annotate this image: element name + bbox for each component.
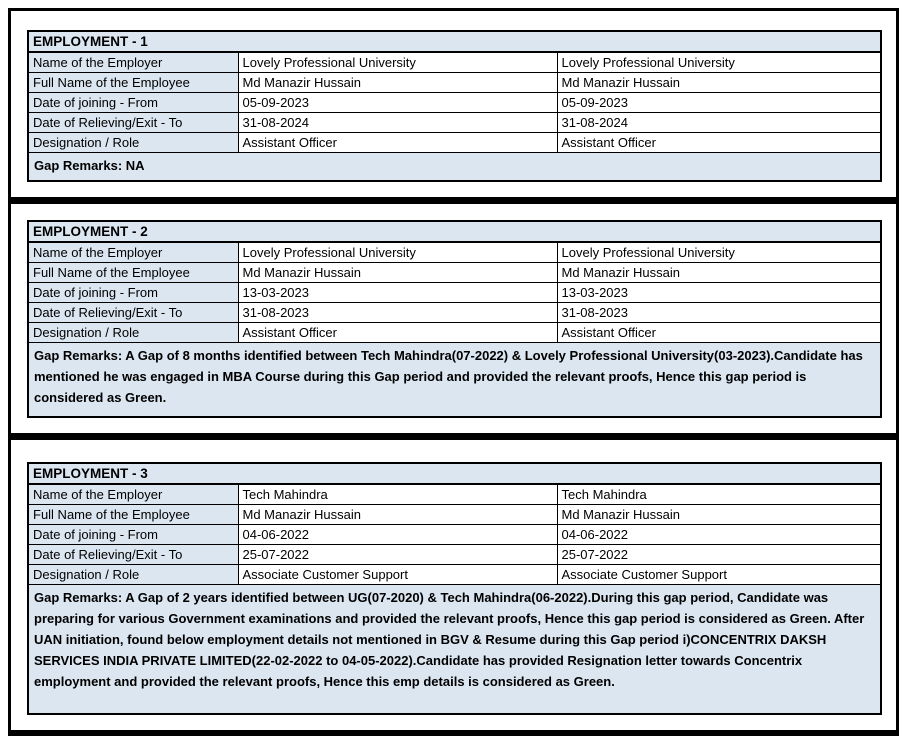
relieving-date-value-verified: 25-07-2022 (556, 544, 882, 565)
employee-label: Full Name of the Employee (27, 262, 239, 283)
table-row: Designation / Role Assistant Officer Ass… (27, 132, 882, 153)
relieving-date-label: Date of Relieving/Exit - To (27, 302, 239, 323)
table-row: Name of the Employer Lovely Professional… (27, 51, 882, 73)
relieving-date-value-verified: 31-08-2023 (556, 302, 882, 323)
employment-2-gap-remarks: Gap Remarks: A Gap of 8 months identifie… (27, 342, 882, 418)
designation-label: Designation / Role (27, 322, 239, 343)
employment-3-gap-remarks: Gap Remarks: A Gap of 2 years identified… (27, 584, 882, 715)
designation-value-claimed: Assistant Officer (237, 322, 558, 343)
employee-value-claimed: Md Manazir Hussain (237, 262, 558, 283)
employee-label: Full Name of the Employee (27, 504, 239, 525)
table-row: Name of the Employer Tech Mahindra Tech … (27, 483, 882, 505)
employment-1-table: EMPLOYMENT - 1 Name of the Employer Love… (27, 30, 883, 182)
table-row: Full Name of the Employee Md Manazir Hus… (27, 262, 882, 283)
section-divider (11, 197, 896, 204)
table-row: EMPLOYMENT - 1 (27, 30, 882, 53)
designation-value-claimed: Assistant Officer (237, 132, 558, 153)
joining-date-value-claimed: 04-06-2022 (237, 524, 558, 545)
table-row: Date of Relieving/Exit - To 31-08-2024 3… (27, 112, 882, 133)
designation-label: Designation / Role (27, 564, 239, 585)
table-row: Gap Remarks: NA (27, 152, 882, 182)
designation-value-verified: Assistant Officer (556, 322, 882, 343)
employer-label: Name of the Employer (27, 241, 239, 263)
employee-value-verified: Md Manazir Hussain (556, 504, 882, 525)
relieving-date-label: Date of Relieving/Exit - To (27, 544, 239, 565)
employee-value-verified: Md Manazir Hussain (556, 72, 882, 93)
table-row: Date of Relieving/Exit - To 31-08-2023 3… (27, 302, 882, 323)
joining-date-value-verified: 05-09-2023 (556, 92, 882, 113)
employee-label: Full Name of the Employee (27, 72, 239, 93)
relieving-date-value-claimed: 25-07-2022 (237, 544, 558, 565)
relieving-date-value-verified: 31-08-2024 (556, 112, 882, 133)
employment-2-title: EMPLOYMENT - 2 (27, 220, 882, 243)
employment-1-gap-remarks: Gap Remarks: NA (27, 152, 882, 182)
joining-date-value-claimed: 05-09-2023 (237, 92, 558, 113)
section-divider (11, 433, 896, 440)
relieving-date-value-claimed: 31-08-2023 (237, 302, 558, 323)
joining-date-value-verified: 04-06-2022 (556, 524, 882, 545)
employee-value-verified: Md Manazir Hussain (556, 262, 882, 283)
employment-3-title: EMPLOYMENT - 3 (27, 462, 882, 485)
table-row: Designation / Role Assistant Officer Ass… (27, 322, 882, 343)
table-row: Full Name of the Employee Md Manazir Hus… (27, 504, 882, 525)
table-row: Name of the Employer Lovely Professional… (27, 241, 882, 263)
employer-label: Name of the Employer (27, 483, 239, 505)
table-row: Date of joining - From 05-09-2023 05-09-… (27, 92, 882, 113)
table-row: Date of joining - From 04-06-2022 04-06-… (27, 524, 882, 545)
table-row: Gap Remarks: A Gap of 8 months identifie… (27, 342, 882, 418)
employer-value-claimed: Tech Mahindra (237, 483, 558, 505)
designation-value-claimed: Associate Customer Support (237, 564, 558, 585)
designation-label: Designation / Role (27, 132, 239, 153)
table-row: Date of joining - From 13-03-2023 13-03-… (27, 282, 882, 303)
table-row: EMPLOYMENT - 2 (27, 220, 882, 243)
employee-value-claimed: Md Manazir Hussain (237, 504, 558, 525)
table-row: Date of Relieving/Exit - To 25-07-2022 2… (27, 544, 882, 565)
joining-date-label: Date of joining - From (27, 524, 239, 545)
employer-value-claimed: Lovely Professional University (237, 51, 558, 73)
employer-value-verified: Tech Mahindra (556, 483, 882, 505)
employer-value-verified: Lovely Professional University (556, 51, 882, 73)
table-row: Gap Remarks: A Gap of 2 years identified… (27, 584, 882, 715)
joining-date-label: Date of joining - From (27, 92, 239, 113)
joining-date-value-verified: 13-03-2023 (556, 282, 882, 303)
report-page-frame: EMPLOYMENT - 1 Name of the Employer Love… (8, 8, 899, 736)
table-row: Full Name of the Employee Md Manazir Hus… (27, 72, 882, 93)
table-row: Designation / Role Associate Customer Su… (27, 564, 882, 585)
table-row: EMPLOYMENT - 3 (27, 462, 882, 485)
joining-date-value-claimed: 13-03-2023 (237, 282, 558, 303)
employee-value-claimed: Md Manazir Hussain (237, 72, 558, 93)
relieving-date-value-claimed: 31-08-2024 (237, 112, 558, 133)
employment-2-table: EMPLOYMENT - 2 Name of the Employer Love… (27, 220, 883, 418)
designation-value-verified: Associate Customer Support (556, 564, 882, 585)
employment-3-table: EMPLOYMENT - 3 Name of the Employer Tech… (27, 462, 883, 715)
joining-date-label: Date of joining - From (27, 282, 239, 303)
designation-value-verified: Assistant Officer (556, 132, 882, 153)
employment-1-title: EMPLOYMENT - 1 (27, 30, 882, 53)
employer-label: Name of the Employer (27, 51, 239, 73)
relieving-date-label: Date of Relieving/Exit - To (27, 112, 239, 133)
employer-value-claimed: Lovely Professional University (237, 241, 558, 263)
employer-value-verified: Lovely Professional University (556, 241, 882, 263)
